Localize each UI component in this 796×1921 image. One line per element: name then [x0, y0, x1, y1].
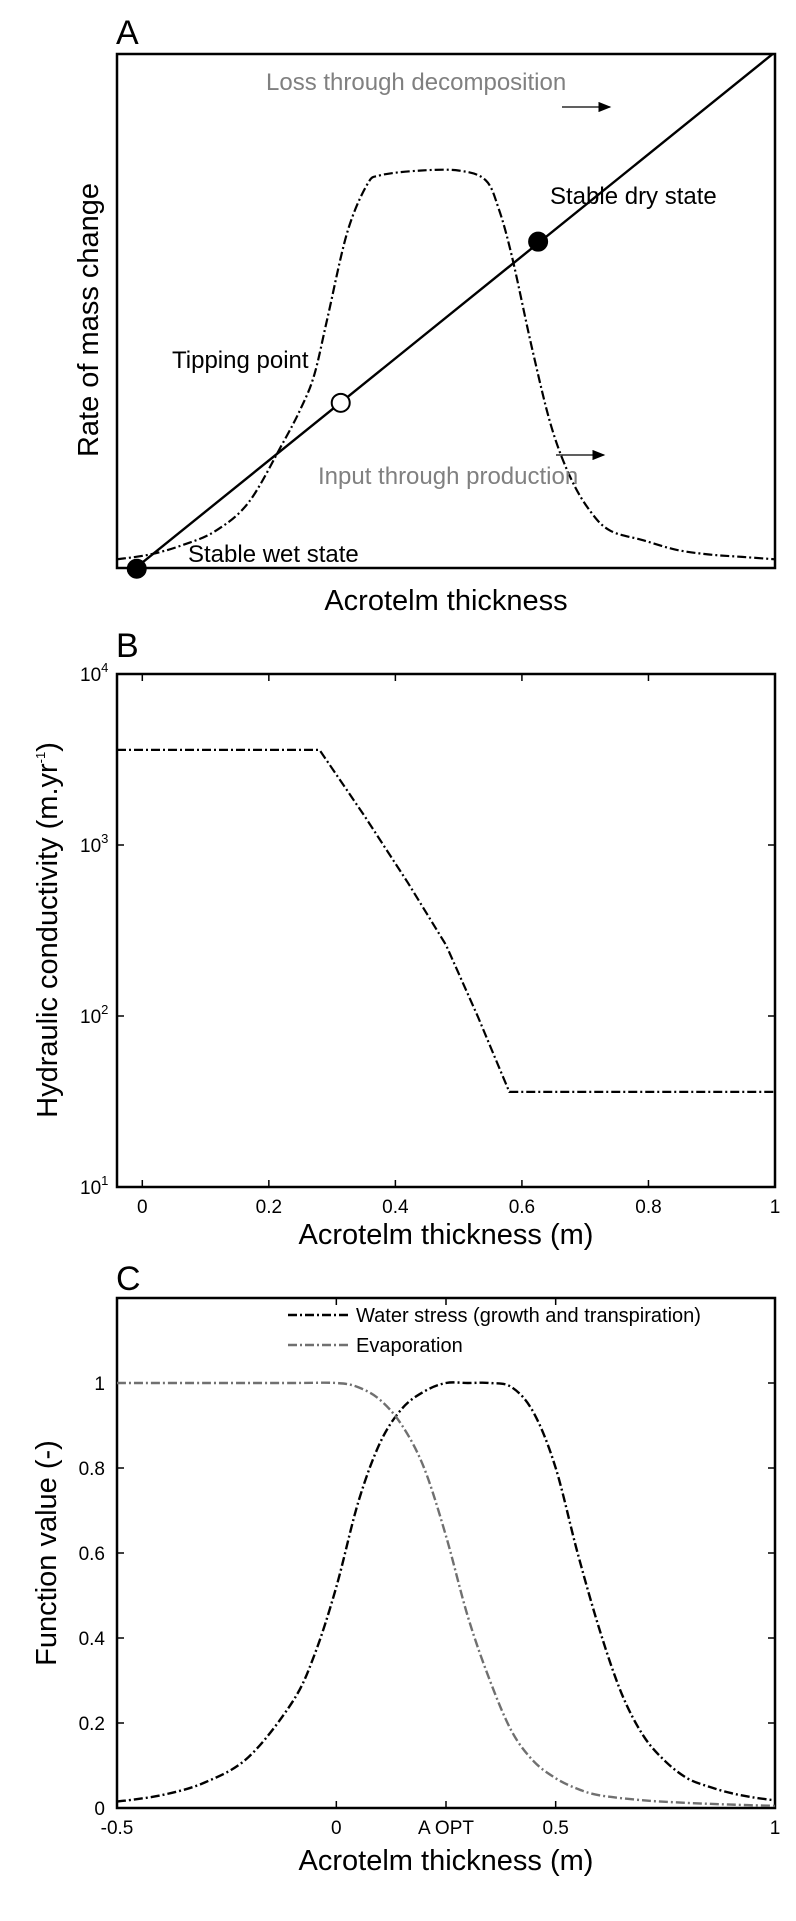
panel-b-plot	[117, 748, 775, 1093]
series-line-evaporation	[117, 1381, 776, 1808]
b-ytick-label-2: 103	[80, 831, 108, 857]
c-ytick-label: 0.2	[79, 1714, 105, 1735]
b-xtick-label: 0	[137, 1197, 148, 1218]
panel-a-frame	[115, 52, 777, 570]
b-ytick-label-0: 101	[80, 1173, 108, 1199]
c-xtick-label: 0.5	[542, 1818, 568, 1839]
panel-a: A Loss through decomposition Input throu…	[73, 14, 777, 617]
input-label: Input through production	[318, 463, 578, 490]
panel-b-ylabel: Hydraulic conductivity (m.yr-1)	[32, 742, 64, 1118]
panel-a-letter: A	[116, 14, 139, 52]
panel-c-ylabel: Function value (-)	[31, 1440, 63, 1666]
stable-wet-state-point	[126, 558, 147, 579]
b-xtick-label: 0.6	[509, 1197, 535, 1218]
panel-c-frame	[115, 1296, 777, 1810]
legend-label-evaporation: Evaporation	[356, 1335, 463, 1357]
panel-a-clip-group	[117, 54, 775, 568]
panel-c-plot	[116, 1381, 776, 1808]
series-line-input-through-production	[117, 168, 775, 561]
b-xtick-label: 0.8	[635, 1197, 661, 1218]
c-xtick-label: -0.5	[101, 1818, 134, 1839]
c-xtick-label: 1	[770, 1818, 781, 1839]
c-ytick-label: 1	[94, 1374, 105, 1395]
panel-c-letter: C	[116, 1260, 141, 1298]
c-ytick-label: 0	[94, 1799, 105, 1820]
c-xtick-label: A OPT	[418, 1818, 474, 1839]
panel-c-xlabel: Acrotelm thickness (m)	[299, 1845, 594, 1877]
series-line-loss-through-decomposition	[133, 54, 775, 568]
c-xtick-label: 0	[331, 1818, 342, 1839]
series-line-hydraulic-conductivity	[117, 748, 775, 1093]
panel-b-ticks: 0 0.2 0.4 0.6 0.8 1	[117, 673, 781, 1218]
panel-b-xlabel: Acrotelm thickness (m)	[299, 1219, 594, 1251]
panel-c-ticks: -0.5 0 A OPT 0.5 100.20.40.60.81	[79, 1298, 781, 1839]
stable-dry-state-point	[528, 231, 549, 252]
panel-b-frame	[115, 672, 777, 1189]
b-xtick-label: 0.4	[382, 1197, 409, 1218]
legend-label-water-stress: Water stress (growth and transpiration)	[356, 1305, 701, 1327]
stable-dry-state-label: Stable dry state	[550, 183, 717, 210]
b-ytick-label-3: 104	[80, 660, 108, 686]
panel-a-xlabel: Acrotelm thickness	[324, 585, 567, 617]
panel-a-ylabel: Rate of mass change	[73, 183, 105, 457]
panel-a-plot	[117, 54, 775, 579]
c-ytick-label: 0.8	[79, 1459, 105, 1480]
tipping-point-marker	[330, 392, 351, 413]
c-ytick-label: 0.4	[79, 1629, 106, 1650]
legend: Water stress (growth and transpiration) …	[288, 1305, 701, 1357]
loss-label: Loss through decomposition	[266, 69, 566, 96]
c-ytick-label: 0.6	[79, 1544, 105, 1565]
series-line-water-stress	[116, 1381, 776, 1803]
b-xtick-label: 0.2	[256, 1197, 282, 1218]
b-ytick-label-1: 102	[80, 1002, 108, 1028]
panel-b-letter: B	[116, 627, 139, 665]
tipping-point-label: Tipping point	[172, 347, 309, 374]
stable-wet-state-label: Stable wet state	[188, 541, 359, 568]
panel-c: C -0.5 0 A OPT 0.5 100.20.40.60.81 Water str…	[31, 1260, 780, 1877]
b-xtick-label: 1	[770, 1197, 781, 1218]
panel-b: B 0 0.2 0.4 0.6 0.8 1 101 102 103 104 Hydraul…	[32, 627, 780, 1251]
